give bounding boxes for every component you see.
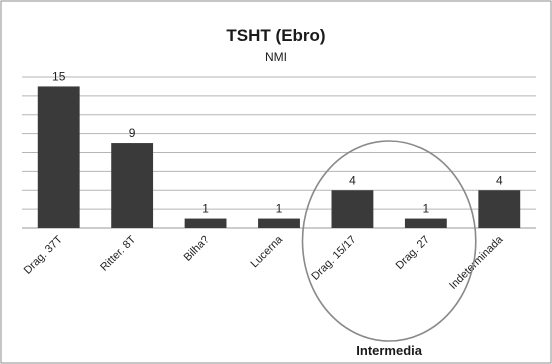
- annotation-ellipse: [301, 140, 477, 342]
- chart-title: TSHT (Ebro): [226, 26, 325, 45]
- bar: [404, 218, 447, 228]
- annotation: Intermedia: [301, 140, 477, 358]
- bar: [478, 190, 521, 228]
- bars: [37, 86, 521, 228]
- data-label: 9: [129, 126, 136, 140]
- data-label: 4: [496, 173, 503, 187]
- bar: [258, 218, 300, 228]
- annotation-label: Intermedia: [356, 343, 423, 358]
- bar: [37, 86, 80, 228]
- data-label: 4: [349, 173, 356, 187]
- data-label: 1: [276, 202, 283, 216]
- bar: [331, 190, 374, 228]
- data-label: 1: [202, 202, 209, 216]
- data-label: 15: [52, 69, 66, 83]
- bar: [184, 218, 227, 228]
- gridlines: [22, 76, 536, 229]
- bar: [111, 143, 154, 228]
- chart-subtitle: NMI: [265, 50, 287, 64]
- data-labels: 15 9 1 1 4 1 4: [52, 69, 503, 215]
- data-label: 1: [423, 202, 430, 216]
